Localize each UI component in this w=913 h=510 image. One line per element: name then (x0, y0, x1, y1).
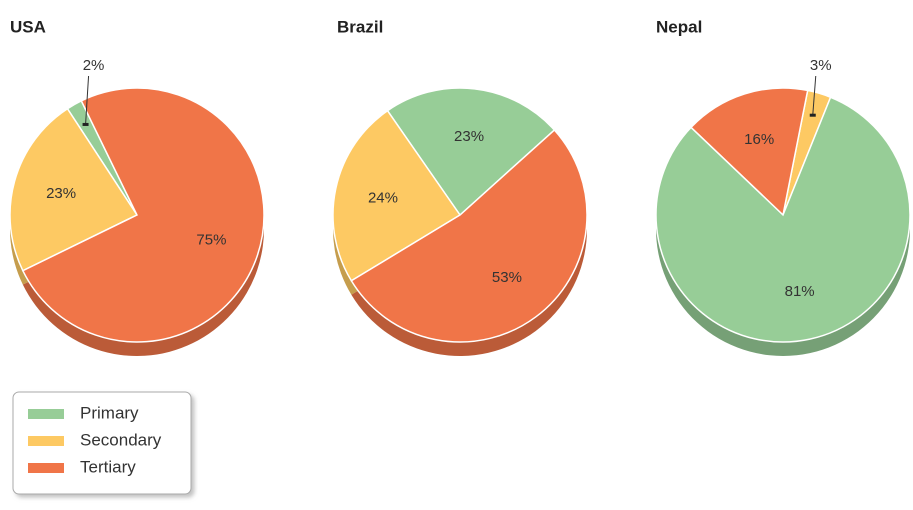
legend-swatch (28, 436, 64, 446)
value-label: 75% (196, 232, 226, 249)
leader-dot (82, 122, 89, 126)
value-label: 81% (785, 283, 815, 300)
pie-slice (332, 109, 462, 282)
pie-slice (350, 128, 588, 343)
value-label: 2% (83, 57, 105, 74)
pie-slice (689, 87, 809, 217)
legend-swatch (28, 463, 64, 473)
legend-label: Tertiary (80, 457, 136, 476)
pie-slice (386, 87, 556, 217)
value-label: 16% (744, 131, 774, 148)
pie-slice (655, 96, 911, 343)
leader-line (812, 75, 817, 116)
chart-title: Brazil (337, 17, 383, 36)
legend-swatch (28, 409, 64, 419)
leader-line (85, 75, 90, 125)
pie-slice (21, 87, 265, 343)
chart-title: Nepal (656, 17, 702, 36)
value-label: 3% (810, 57, 832, 74)
chart-title: USA (10, 17, 46, 36)
value-label: 24% (368, 190, 398, 207)
legend-label: Secondary (80, 430, 162, 449)
legend-label: Primary (80, 403, 139, 422)
value-label: 23% (46, 185, 76, 202)
value-label: 23% (454, 128, 484, 145)
value-label: 53% (492, 269, 522, 286)
leader-dot (809, 113, 816, 117)
